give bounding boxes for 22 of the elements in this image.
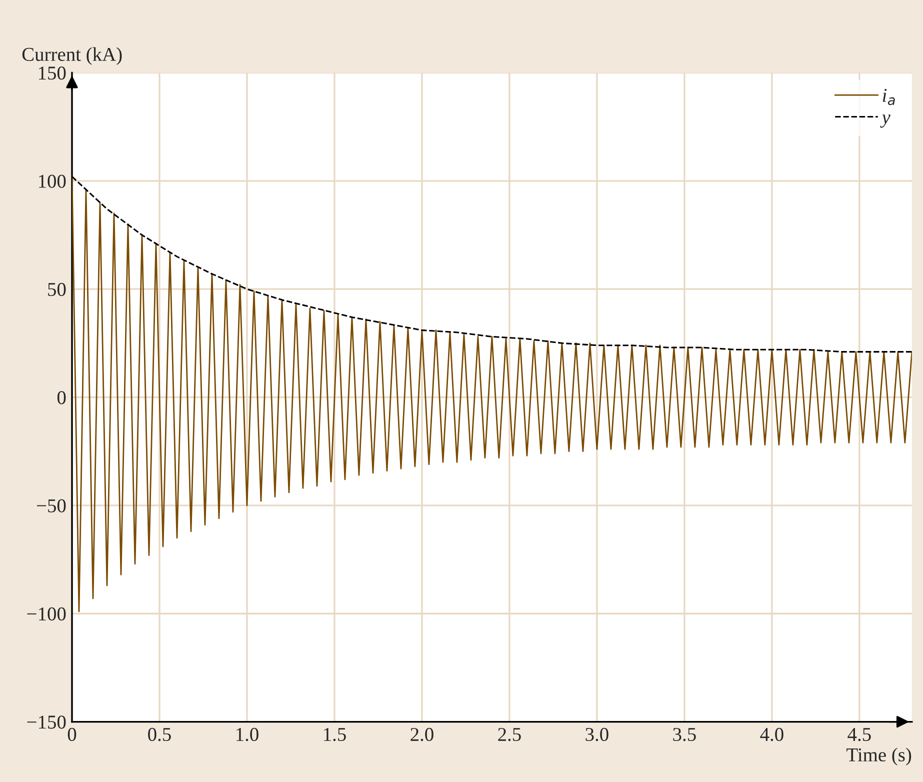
x-axis-title: Time (s) <box>846 748 912 766</box>
y-axis-title: Current (kA) <box>22 47 122 65</box>
y-tick-label: 100 <box>38 174 66 188</box>
y-tick-label: 0 <box>57 391 66 404</box>
x-tick-label: 1.5 <box>324 728 346 742</box>
legend-label: i$_{a}$ <box>882 88 895 106</box>
y-tick-label: −150 <box>27 716 66 729</box>
x-tick-label: 1.0 <box>236 728 258 742</box>
x-tick-label: 3.5 <box>673 728 696 742</box>
y-tick-label: 50 <box>48 282 66 296</box>
legend-label: y <box>880 114 890 128</box>
x-tick-label: 4.5 <box>848 728 871 742</box>
y-tick-label: −50 <box>37 499 66 512</box>
y-tick-label: −100 <box>27 607 66 621</box>
x-tick-label: 4.0 <box>760 728 784 742</box>
x-tick-label: 2.5 <box>498 728 521 742</box>
x-tick-label: 3.0 <box>586 728 608 742</box>
x-tick-label: 0 <box>68 728 76 742</box>
x-tick-label: 0.5 <box>148 728 171 742</box>
line-series <box>72 176 912 612</box>
x-tick-label: 2.0 <box>410 728 434 742</box>
y-tick-label: 150 <box>38 66 66 80</box>
